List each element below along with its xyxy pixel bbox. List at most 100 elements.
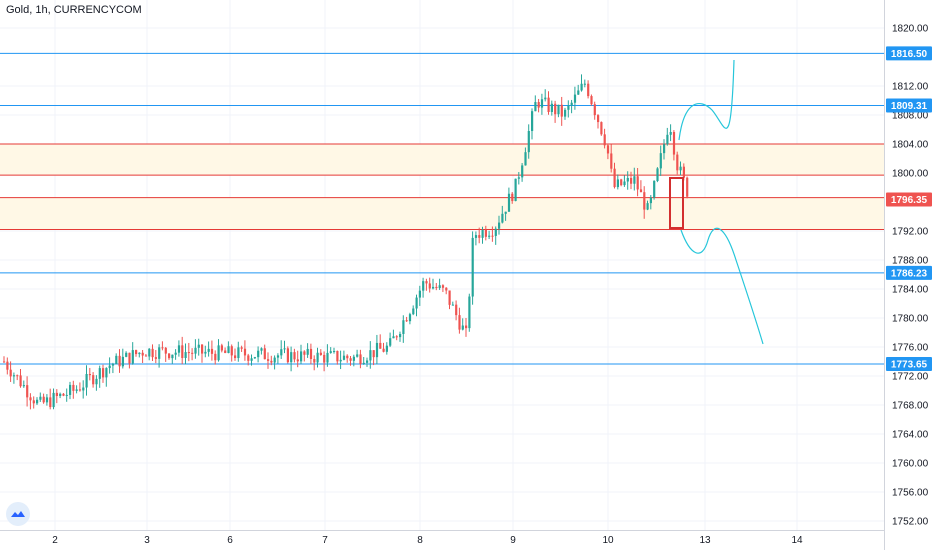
- candle-body: [263, 348, 266, 360]
- y-tick-label: 1752.00: [892, 517, 929, 528]
- x-tick-label: 14: [791, 535, 803, 546]
- candle-body: [507, 193, 511, 212]
- x-tick-label: 6: [227, 535, 233, 546]
- candle-body: [494, 228, 497, 236]
- candle-body: [428, 283, 431, 289]
- candle-body: [52, 392, 55, 408]
- y-tick-label: 1756.00: [892, 488, 929, 499]
- candle-body: [296, 359, 299, 362]
- candle-body: [438, 285, 441, 289]
- candle-body: [491, 235, 494, 237]
- candle-body: [441, 285, 445, 288]
- candle-body: [171, 354, 174, 359]
- candle-body: [669, 131, 672, 135]
- candle-body: [313, 359, 316, 363]
- candle-body: [567, 105, 570, 110]
- candle-body: [273, 357, 276, 363]
- candle-body: [270, 360, 273, 363]
- y-tick-label: 1764.00: [892, 430, 929, 441]
- candle-body: [379, 342, 382, 349]
- candle-body: [557, 104, 560, 115]
- candle-body: [303, 351, 306, 355]
- candle-body: [280, 349, 283, 356]
- candle-body: [663, 144, 666, 154]
- candle-body: [600, 122, 603, 135]
- candle-body: [154, 357, 157, 359]
- price-badge-label: 1816.50: [891, 49, 928, 60]
- y-tick-label: 1776.00: [892, 343, 929, 354]
- candle-body: [300, 351, 303, 362]
- candle-body: [240, 347, 243, 349]
- candle-body: [636, 176, 639, 190]
- candle-body: [151, 348, 154, 358]
- candle-body: [69, 384, 72, 395]
- candle-body: [435, 286, 438, 289]
- candle-body: [39, 396, 42, 400]
- candle-body: [451, 304, 454, 306]
- candle-body: [220, 345, 223, 351]
- candle-body: [283, 348, 286, 350]
- y-tick-label: 1772.00: [892, 372, 929, 383]
- candle-body: [606, 145, 610, 154]
- candle-body: [613, 168, 616, 188]
- candle-body: [336, 350, 339, 362]
- candle-body: [643, 192, 646, 210]
- y-tick-label: 1820.00: [892, 24, 929, 35]
- candle-body: [587, 83, 590, 97]
- highlight-box: [669, 177, 684, 229]
- candle-body: [323, 354, 326, 363]
- price-badge-label: 1796.35: [891, 195, 928, 206]
- candle-body: [610, 153, 613, 169]
- candle-body: [105, 368, 108, 378]
- candle-body: [577, 90, 580, 95]
- candle-body: [418, 290, 421, 298]
- candle-body: [498, 222, 501, 229]
- candle-body: [597, 115, 600, 123]
- candle-body: [204, 351, 207, 354]
- candle-body: [168, 353, 171, 359]
- zone-band: [0, 144, 884, 176]
- candle-body: [177, 345, 181, 353]
- candle-body: [686, 177, 689, 197]
- candle-body: [247, 355, 250, 361]
- candle-body: [554, 103, 557, 115]
- candle-body: [194, 347, 197, 354]
- y-tick-label: 1788.00: [892, 256, 929, 267]
- candle-body: [488, 235, 491, 237]
- y-tick-label: 1804.00: [892, 140, 929, 151]
- candle-body: [445, 287, 448, 291]
- candle-body: [141, 352, 144, 356]
- candle-body: [580, 83, 583, 91]
- candle-body: [620, 179, 623, 186]
- x-tick-label: 7: [322, 535, 328, 546]
- candle-body: [197, 344, 200, 348]
- candle-body: [49, 397, 52, 408]
- logo-icon[interactable]: [6, 502, 30, 526]
- candle-body: [95, 378, 98, 385]
- candle-body: [181, 345, 184, 358]
- price-badge: [886, 192, 932, 207]
- candle-body: [88, 374, 91, 376]
- candle-body: [138, 352, 141, 355]
- candle-body: [253, 357, 256, 359]
- horizontal-levels: [0, 52, 884, 365]
- y-tick-label: 1760.00: [892, 459, 929, 470]
- candle-body: [534, 102, 537, 112]
- candle-body: [224, 350, 227, 353]
- candle-body: [131, 350, 134, 364]
- price-badge: [886, 265, 932, 280]
- candle-body: [603, 134, 606, 146]
- candle-body: [16, 375, 19, 377]
- candle-body: [237, 347, 240, 359]
- candle-body: [653, 181, 656, 198]
- candle-body: [478, 235, 481, 238]
- candle-body: [382, 348, 385, 352]
- candle-body: [342, 355, 346, 360]
- candle-body: [385, 345, 388, 352]
- candle-body: [32, 400, 35, 404]
- candle-body: [75, 389, 78, 391]
- candle-body: [399, 333, 402, 338]
- candle-body: [458, 315, 461, 330]
- candle-body: [524, 152, 527, 166]
